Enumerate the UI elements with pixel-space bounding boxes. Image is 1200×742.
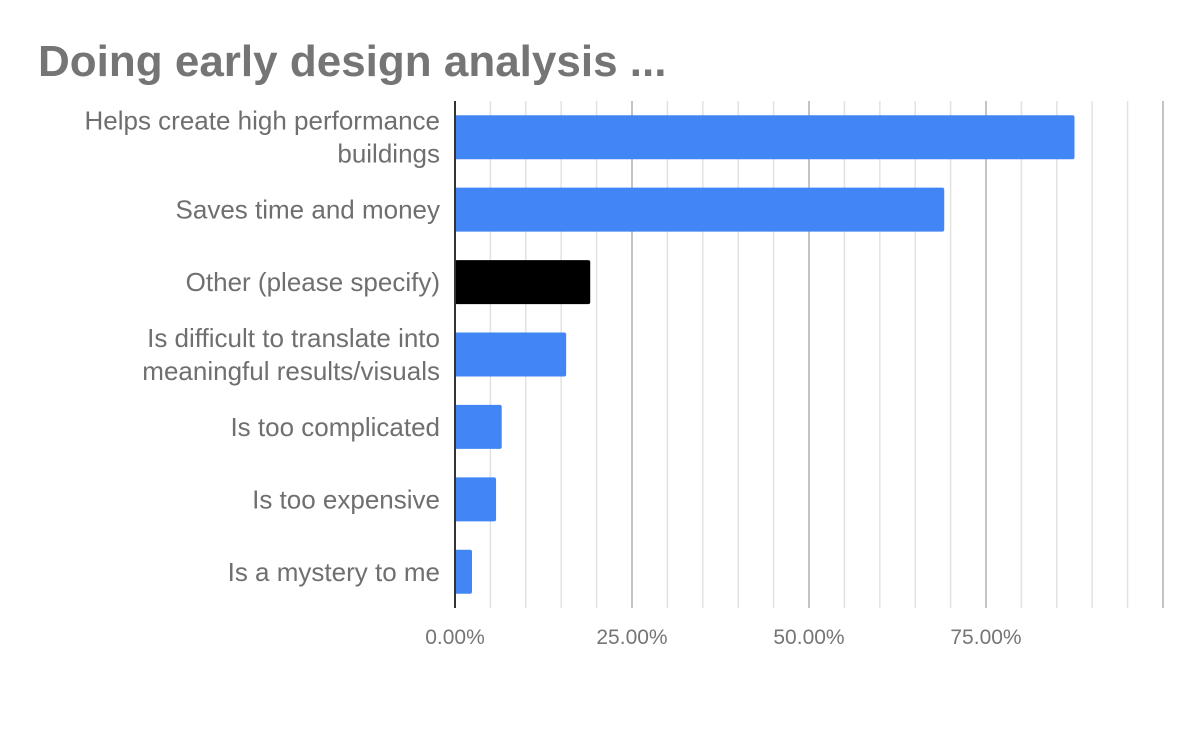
category-label: Helps create high performance buildings bbox=[84, 106, 440, 169]
bar bbox=[455, 187, 945, 232]
chart-title: Doing early design analysis ... bbox=[38, 37, 667, 86]
category-label-line: Saves time and money bbox=[176, 195, 440, 225]
category-label: Is a mystery to me bbox=[228, 557, 440, 587]
category-label-line: meaningful results/visuals bbox=[142, 356, 440, 386]
category-label: Other (please specify) bbox=[186, 267, 440, 297]
category-label: Saves time and money bbox=[176, 195, 440, 225]
x-tick-label: 0.00% bbox=[425, 626, 485, 649]
category-label: Is too expensive bbox=[252, 484, 440, 514]
category-label-line: buildings bbox=[337, 139, 440, 169]
category-label: Is too complicated bbox=[230, 412, 440, 442]
category-label-line: Is a mystery to me bbox=[228, 557, 440, 587]
bar bbox=[455, 332, 567, 377]
category-labels: Helps create high performance buildings Sa… bbox=[84, 106, 440, 587]
category-label-line: Is too expensive bbox=[252, 484, 440, 514]
x-tick-labels: 0.00% 25.00% 50.00% 75.00% bbox=[425, 626, 1021, 649]
x-tick-label: 75.00% bbox=[950, 626, 1021, 649]
bars bbox=[455, 115, 1075, 594]
gridlines bbox=[489, 101, 1164, 608]
category-label-line: Is difficult to translate into bbox=[147, 323, 440, 353]
category-label-line: Helps create high performance bbox=[84, 106, 440, 136]
x-tick-label: 50.00% bbox=[773, 626, 844, 649]
category-label-line: Is too complicated bbox=[230, 412, 440, 442]
category-label: Is difficult to translate into meaningful… bbox=[142, 323, 440, 386]
x-tick-label: 25.00% bbox=[596, 626, 667, 649]
category-label-line: Other (please specify) bbox=[186, 267, 440, 297]
bar bbox=[455, 115, 1075, 160]
bar bbox=[455, 260, 591, 305]
bar bbox=[455, 549, 472, 594]
bar bbox=[455, 404, 502, 449]
bar bbox=[455, 477, 497, 522]
